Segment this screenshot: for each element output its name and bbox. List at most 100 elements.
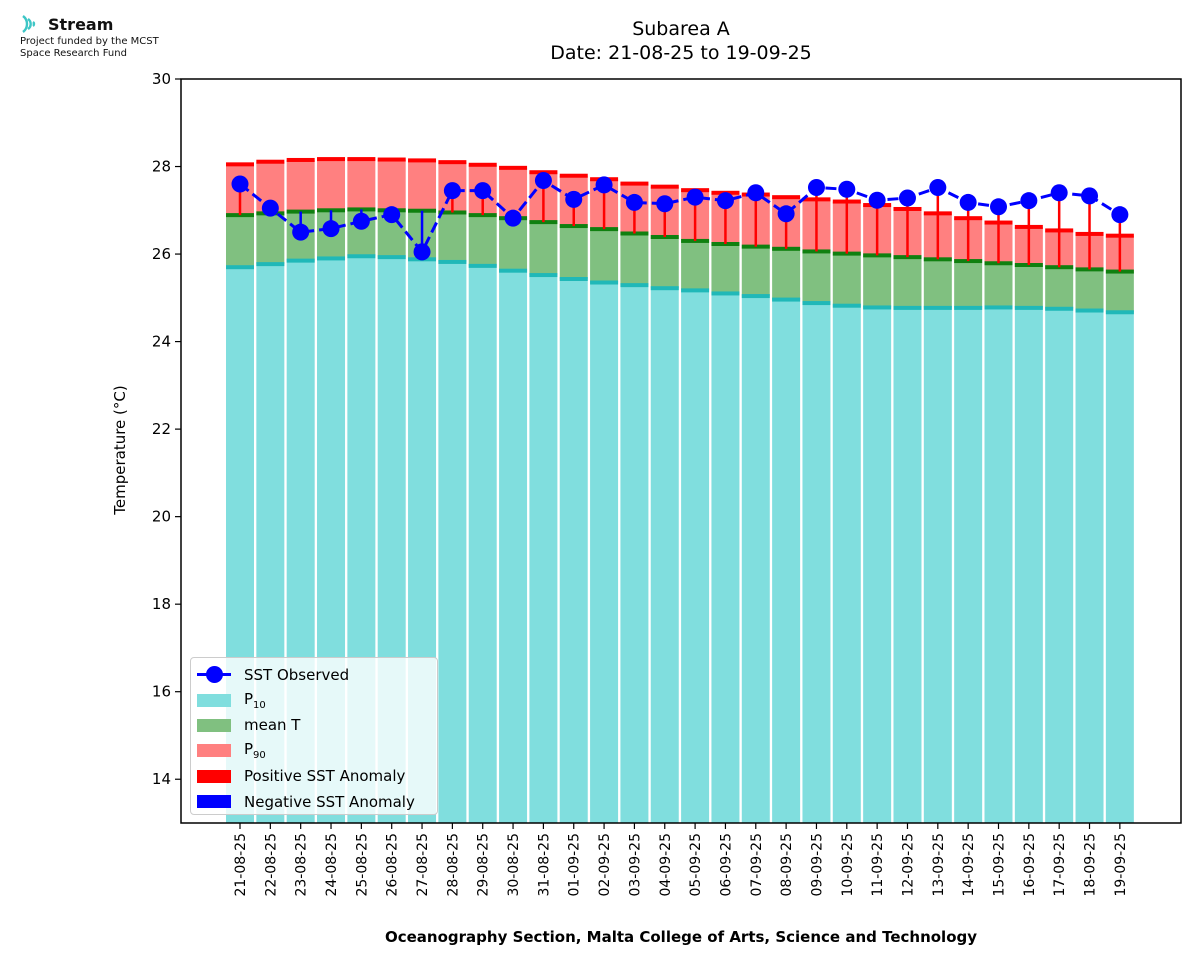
x-tick-label: 04-09-25 — [658, 833, 674, 897]
logo-funding-line-2: Space Research Fund — [20, 48, 127, 59]
wifi-signal-icon — [22, 15, 36, 33]
p10-cap — [1014, 305, 1043, 310]
bar-mean-t — [772, 248, 801, 300]
bar-mean-t — [256, 213, 285, 265]
legend-item-positive-anomaly: Positive SST Anomaly — [191, 764, 437, 789]
p10-cap — [772, 297, 801, 302]
legend-item-mean-t: mean T — [191, 713, 437, 738]
sst-observed-point — [747, 184, 765, 202]
y-tick-label: 20 — [152, 508, 171, 526]
x-tick-label: 10-09-25 — [840, 833, 856, 897]
sst-observed-point — [990, 198, 1007, 216]
bar-mean-t — [468, 215, 497, 266]
y-tick-label: 22 — [152, 420, 171, 438]
p90-cap — [499, 165, 528, 170]
p10-cap — [1045, 306, 1074, 311]
legend-label-positive-anomaly: Positive SST Anomaly — [244, 767, 406, 786]
bar-mean-t — [832, 253, 861, 306]
bar-mean-t — [1014, 265, 1043, 308]
p90-cap — [620, 181, 649, 186]
x-tick-label: 11-09-25 — [870, 833, 886, 897]
p10-cap — [317, 256, 346, 261]
x-tick-label: 17-09-25 — [1052, 833, 1068, 897]
bar-p10 — [650, 288, 679, 823]
p10-cap — [711, 291, 740, 296]
sst-observed-point — [777, 205, 795, 223]
bar-p10 — [1014, 307, 1043, 823]
x-tick-label: 06-09-25 — [718, 833, 734, 897]
legend-label-mean-t: mean T — [244, 716, 301, 735]
p90-cap — [317, 157, 346, 162]
y-tick-label: 18 — [152, 595, 171, 613]
chart-subtitle: Date: 21-08-25 to 19-09-25 — [550, 42, 812, 64]
x-tick-label: 08-09-25 — [779, 833, 795, 897]
sst-observed-point — [231, 175, 249, 193]
bar-p10 — [1045, 308, 1074, 823]
bar-mean-t — [863, 255, 892, 308]
p10-cap — [226, 265, 254, 270]
x-tick-label: 16-09-25 — [1022, 833, 1038, 897]
sst-observed-point — [261, 199, 279, 217]
sst-observed-point — [807, 179, 825, 197]
bar-p10 — [802, 303, 831, 823]
legend-swatch-negative-anomaly — [197, 795, 231, 809]
legend-label-p90: P90 — [244, 740, 266, 762]
bar-p10 — [893, 307, 922, 823]
y-tick-label: 24 — [152, 333, 171, 351]
bar-mean-t — [1045, 267, 1074, 309]
bar-p10 — [832, 305, 861, 823]
mean-t-cap — [893, 255, 922, 260]
legend-item-p90: P90 — [191, 738, 437, 763]
sst-observed-point — [1050, 184, 1068, 202]
bar-mean-t — [741, 246, 770, 297]
sst-observed-point — [868, 191, 886, 209]
p10-cap — [377, 255, 406, 260]
p90-cap — [438, 160, 467, 165]
sst-observed-point — [292, 223, 310, 241]
bar-mean-t — [923, 259, 952, 308]
p10-cap — [832, 303, 861, 308]
bar-mean-t — [1075, 269, 1104, 311]
p90-cap — [650, 184, 679, 189]
bar-mean-t — [984, 263, 1013, 308]
x-tick-label: 21-08-25 — [233, 833, 249, 897]
x-tick-label: 19-09-25 — [1113, 833, 1129, 897]
p10-cap — [438, 259, 467, 264]
plot-frame — [180, 78, 1182, 824]
p90-cap — [256, 159, 285, 164]
p90-cap — [408, 158, 437, 163]
p10-cap — [1105, 310, 1134, 315]
x-tick-label: 27-08-25 — [415, 833, 431, 897]
p10-cap — [650, 286, 679, 291]
logo-funding-line-1: Project funded by the MCST — [20, 36, 159, 47]
x-tick-label: 14-09-25 — [961, 833, 977, 897]
y-tick-label: 16 — [152, 683, 171, 701]
bar-p10 — [923, 307, 952, 823]
legend-label-sst-observed: SST Observed — [244, 665, 350, 684]
sst-observed-point — [413, 243, 431, 261]
bar-p10 — [711, 293, 740, 823]
bar-mean-t — [499, 218, 528, 271]
bar-mean-t — [954, 261, 983, 308]
y-tick-label: 28 — [152, 158, 171, 176]
p10-cap — [286, 258, 315, 263]
bar-mean-t — [681, 240, 710, 291]
bar-mean-t — [650, 236, 679, 289]
sst-observed-point — [1020, 192, 1038, 210]
p10-cap — [347, 254, 376, 259]
sst-observed-point — [322, 220, 340, 238]
x-tick-label: 09-09-25 — [809, 833, 825, 897]
sst-observed-point — [352, 212, 370, 230]
bar-mean-t — [590, 229, 619, 283]
legend: SST Observed P10 mean T P90 Positive SST… — [190, 657, 438, 815]
bar-p90 — [317, 159, 346, 211]
x-tick-label: 26-08-25 — [385, 833, 401, 897]
p90-cap — [559, 173, 588, 178]
x-tick-label: 13-09-25 — [931, 833, 947, 897]
bar-p10 — [1105, 312, 1134, 823]
p90-cap — [347, 157, 376, 162]
p90-cap — [226, 162, 254, 167]
bar-mean-t — [529, 222, 558, 276]
p90-cap — [286, 157, 315, 162]
